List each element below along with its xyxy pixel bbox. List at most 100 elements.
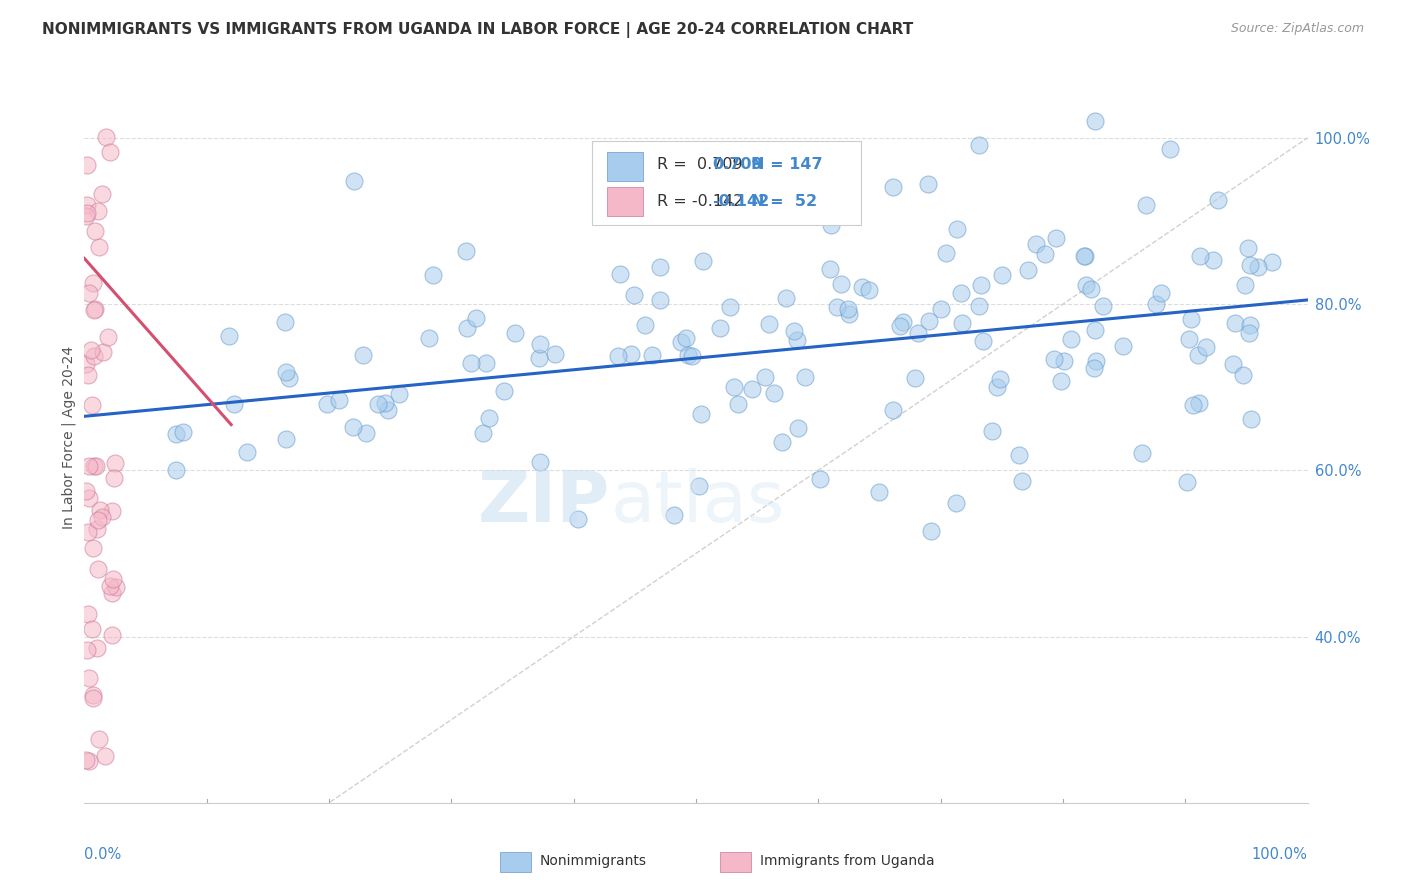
Point: [1017, 263, 1039, 277]
Point: [808, 472, 831, 486]
Point: [274, 315, 297, 329]
Point: [972, 334, 994, 348]
Point: [316, 397, 339, 411]
Point: [1187, 348, 1209, 362]
Point: [678, 348, 700, 362]
Point: [1188, 396, 1211, 410]
Point: [1084, 114, 1107, 128]
Point: [1181, 397, 1204, 411]
Point: [75, 209, 97, 223]
Point: [76, 158, 98, 172]
Point: [950, 285, 973, 300]
Text: ZIP: ZIP: [478, 468, 610, 537]
Point: [762, 385, 785, 400]
Point: [1180, 312, 1202, 326]
Point: [681, 349, 703, 363]
Point: [1188, 250, 1211, 264]
Point: [1233, 278, 1256, 293]
Point: [465, 310, 488, 325]
Point: [723, 380, 745, 394]
Y-axis label: In Labor Force | Age 20-24: In Labor Force | Age 20-24: [62, 345, 76, 529]
Point: [93, 748, 115, 763]
Point: [1084, 323, 1107, 337]
Point: [76, 642, 98, 657]
Point: [945, 496, 967, 510]
Point: [278, 371, 301, 385]
Point: [918, 314, 941, 328]
Point: [929, 302, 952, 317]
Point: [82, 541, 104, 555]
Point: [544, 347, 567, 361]
Point: [76, 206, 98, 220]
Point: [794, 370, 817, 384]
Point: [91, 345, 114, 359]
Point: [935, 246, 957, 260]
Point: [1237, 326, 1260, 341]
Point: [77, 459, 100, 474]
Point: [882, 179, 904, 194]
Point: [1092, 299, 1115, 313]
Text: NONIMMIGRANTS VS IMMIGRANTS FROM UGANDA IN LABOR FORCE | AGE 20-24 CORRELATION C: NONIMMIGRANTS VS IMMIGRANTS FROM UGANDA …: [42, 22, 914, 38]
Point: [775, 291, 797, 305]
Point: [1222, 357, 1244, 371]
Point: [492, 384, 515, 398]
Point: [641, 348, 664, 362]
Point: [83, 301, 105, 316]
Point: [1083, 361, 1105, 376]
Point: [692, 253, 714, 268]
Point: [84, 224, 107, 238]
Point: [76, 198, 98, 212]
Point: [1130, 446, 1153, 460]
Text: -0.142: -0.142: [711, 194, 769, 209]
Point: [1149, 286, 1171, 301]
Point: [87, 513, 110, 527]
Point: [83, 459, 105, 474]
Point: [1074, 278, 1097, 293]
Point: [981, 424, 1004, 438]
Point: [758, 318, 780, 332]
Point: [825, 301, 848, 315]
Point: [77, 491, 100, 505]
Point: [87, 562, 110, 576]
Point: [567, 512, 589, 526]
Point: [82, 277, 104, 291]
Point: [741, 382, 763, 396]
Point: [86, 640, 108, 655]
Point: [80, 343, 103, 358]
Point: [661, 205, 683, 219]
Point: [1074, 249, 1097, 263]
FancyBboxPatch shape: [720, 852, 751, 872]
Point: [780, 180, 803, 194]
Point: [328, 392, 350, 407]
Point: [1073, 250, 1095, 264]
FancyBboxPatch shape: [606, 152, 644, 181]
Point: [98, 579, 121, 593]
Point: [172, 425, 194, 439]
Point: [1195, 340, 1218, 354]
Point: [471, 426, 494, 441]
Point: [851, 280, 873, 294]
Point: [77, 368, 100, 382]
Text: 0.0%: 0.0%: [84, 847, 121, 862]
Point: [1111, 338, 1133, 352]
Point: [342, 420, 364, 434]
Point: [236, 444, 259, 458]
Point: [82, 398, 104, 412]
Point: [1175, 475, 1198, 489]
Point: [454, 244, 477, 259]
Point: [83, 303, 105, 318]
Point: [820, 219, 842, 233]
Point: [94, 130, 117, 145]
Point: [1033, 247, 1056, 261]
Point: [222, 397, 245, 411]
Point: [388, 387, 411, 401]
Point: [103, 471, 125, 485]
Point: [1084, 354, 1107, 368]
Point: [1208, 193, 1230, 207]
Point: [103, 572, 125, 586]
Point: [1261, 255, 1284, 269]
Point: [367, 397, 389, 411]
Point: [770, 435, 793, 450]
FancyBboxPatch shape: [592, 141, 860, 225]
Point: [456, 321, 478, 335]
